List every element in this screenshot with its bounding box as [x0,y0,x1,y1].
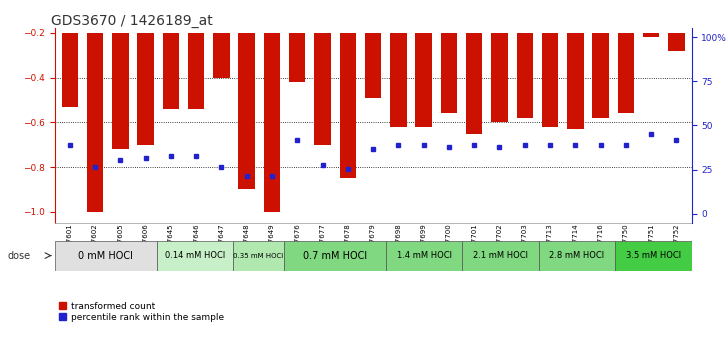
Bar [668,33,684,51]
Text: 3.5 mM HOCl: 3.5 mM HOCl [626,251,681,260]
Text: 0 mM HOCl: 0 mM HOCl [78,251,133,261]
Bar [440,33,457,113]
Bar [264,33,280,212]
Bar [466,33,483,133]
Bar [617,33,634,113]
Bar [138,33,154,145]
Bar [213,33,229,78]
Bar [567,33,584,129]
Text: 0.7 mM HOCl: 0.7 mM HOCl [303,251,367,261]
Bar [339,33,356,178]
FancyBboxPatch shape [615,241,692,271]
Bar [314,33,331,145]
Bar [593,33,609,118]
Bar [365,33,381,98]
Text: GDS3670 / 1426189_at: GDS3670 / 1426189_at [52,14,213,28]
Bar [87,33,103,212]
Text: 2.1 mM HOCl: 2.1 mM HOCl [473,251,528,260]
Bar [112,33,129,149]
Bar [517,33,533,118]
Bar [289,33,306,82]
Text: 0.14 mM HOCl: 0.14 mM HOCl [165,251,225,260]
FancyBboxPatch shape [233,241,284,271]
FancyBboxPatch shape [462,241,539,271]
Text: 0.35 mM HOCl: 0.35 mM HOCl [233,253,284,259]
Bar [62,33,78,107]
Bar [390,33,407,127]
FancyBboxPatch shape [539,241,615,271]
FancyBboxPatch shape [386,241,462,271]
Bar [491,33,507,122]
Bar [416,33,432,127]
Bar [188,33,205,109]
Text: 1.4 mM HOCl: 1.4 mM HOCl [397,251,451,260]
Bar [239,33,255,189]
FancyBboxPatch shape [284,241,386,271]
Bar [643,33,660,37]
Text: 2.8 mM HOCl: 2.8 mM HOCl [550,251,604,260]
FancyBboxPatch shape [55,241,157,271]
Bar [542,33,558,127]
Legend: transformed count, percentile rank within the sample: transformed count, percentile rank withi… [59,302,224,322]
Text: dose: dose [7,251,31,261]
FancyBboxPatch shape [157,241,233,271]
Bar [162,33,179,109]
